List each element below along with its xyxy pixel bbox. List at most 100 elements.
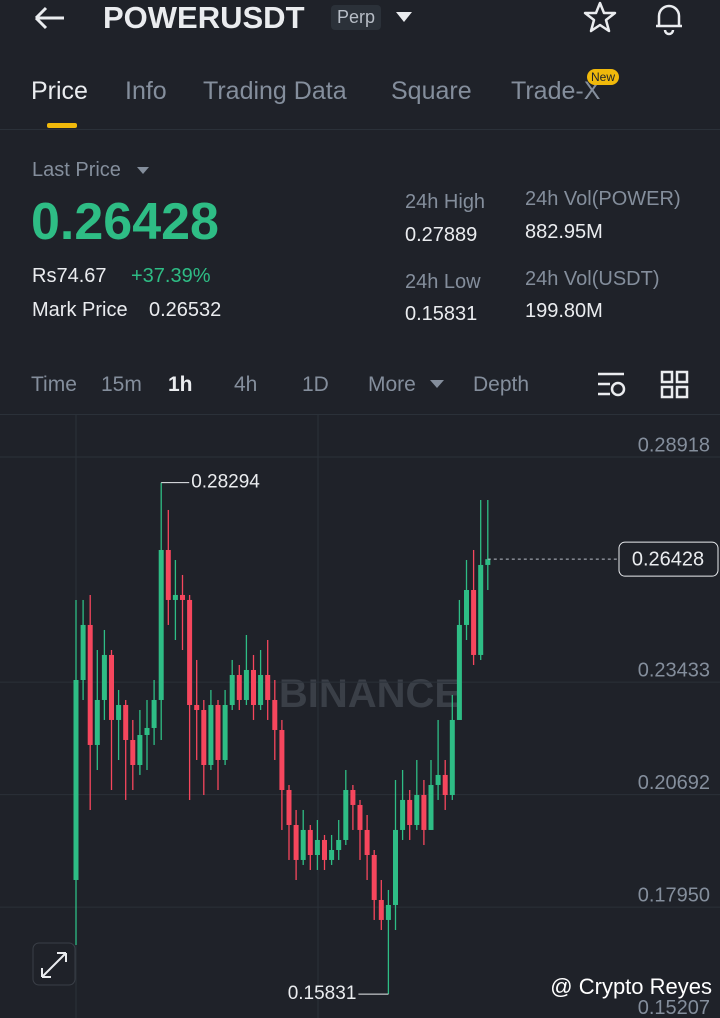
candle-body [464, 589, 469, 625]
fiat-price: Rs74.67 [32, 265, 107, 287]
candle-body [272, 699, 278, 730]
favorite-icon[interactable] [582, 0, 618, 36]
last-price-tag-box [618, 541, 719, 577]
candle-body [94, 699, 100, 745]
stat-label: 24h High [405, 191, 486, 213]
candle-body [300, 829, 306, 860]
interval[interactable]: Depth [473, 373, 530, 396]
candle-body [165, 549, 171, 600]
dropdown-icon[interactable] [395, 10, 413, 24]
back-button[interactable] [32, 4, 68, 32]
stat-value: 882.95M [525, 221, 603, 243]
alert-icon[interactable] [651, 0, 687, 36]
stat-value: 199.80M [525, 300, 603, 322]
candle-body [471, 589, 477, 655]
candle-body [194, 704, 200, 711]
last-price-label[interactable]: Last Price [32, 159, 121, 181]
interval[interactable]: More [368, 373, 416, 396]
high-label: 0.28294 [191, 472, 260, 493]
candle-body [343, 789, 349, 840]
candle-body [322, 839, 327, 860]
candlestick-chart: BINANCE 0.28918 0.23433 0.20692 0.17950 0.15… [0, 415, 720, 1018]
expand-button[interactable] [32, 942, 76, 986]
candle-body [109, 654, 114, 720]
candle-body [151, 699, 157, 728]
candle-body [172, 594, 178, 600]
dropdown-icon [137, 167, 149, 174]
stat-label: 24h Vol(USDT) [525, 268, 660, 290]
stat-label: 24h Vol(POWER) [525, 188, 681, 210]
candle-body [251, 669, 256, 705]
candle-body [336, 839, 342, 850]
candle-body [378, 899, 384, 920]
expand-icon [41, 952, 67, 978]
candle-body [307, 829, 313, 856]
interval[interactable]: 15m [101, 373, 142, 396]
last-price-tag: 0.26428 [632, 548, 704, 570]
stat-value: 0.15831 [405, 303, 478, 325]
candle-body [180, 594, 185, 600]
candle-body [144, 727, 150, 735]
candle-body [158, 549, 164, 700]
low-label: 0.15831 [288, 983, 357, 1004]
tab[interactable]: Price [31, 77, 88, 105]
candle-body [371, 855, 377, 900]
tab[interactable]: Info [125, 77, 167, 105]
candle-body [407, 799, 413, 825]
credit: @ Crypto Reyes [550, 974, 712, 999]
last-price: 0.26428 [31, 193, 219, 251]
stat-label: 24h Low [405, 271, 481, 293]
stat-value: 0.27889 [405, 224, 478, 246]
candle-body [456, 624, 462, 720]
symbol-title[interactable]: POWERUSDT [103, 0, 305, 35]
dropdown-icon [430, 380, 444, 388]
candle-body [364, 829, 370, 856]
mark-price-label: Mark Price [32, 299, 128, 321]
candle-body [329, 849, 335, 860]
interval[interactable]: Time [31, 373, 77, 396]
candle-body [80, 624, 86, 681]
perp-badge: Perp [331, 5, 382, 30]
candle-body [265, 674, 271, 700]
interval[interactable]: 4h [234, 373, 258, 396]
candle-body [243, 669, 249, 700]
y-tick-label: 0.17950 [638, 884, 710, 906]
candle-body [222, 704, 228, 760]
y-tick-label: 0.23433 [638, 659, 710, 681]
layout-icon[interactable] [660, 370, 690, 400]
candle-body [201, 710, 207, 765]
candle-body [116, 704, 122, 720]
candle-body [73, 680, 79, 880]
indicator-icon[interactable] [596, 370, 628, 400]
candle-body [428, 784, 434, 830]
tab[interactable]: Trade-X [511, 77, 601, 105]
tab[interactable]: Trading Data [203, 77, 347, 105]
candle-body [130, 740, 136, 765]
tab[interactable]: Square [391, 77, 472, 105]
candle-body [314, 839, 320, 856]
candle-body [385, 904, 391, 920]
candle-body [293, 825, 299, 860]
interval[interactable]: 1D [302, 373, 329, 396]
candle-body [414, 794, 420, 825]
new-badge: New [587, 69, 620, 85]
candle-body [485, 559, 491, 565]
watermark: BINANCE [279, 672, 461, 716]
divider [0, 414, 720, 415]
candle-body [137, 734, 143, 765]
y-tick-label: 0.15207 [638, 997, 710, 1018]
interval[interactable]: 1h [168, 373, 193, 396]
candle-body [435, 774, 441, 785]
y-tick-label: 0.28918 [638, 434, 710, 456]
candle-body [286, 789, 292, 825]
candle-body [123, 704, 129, 741]
candle-body [215, 704, 221, 760]
candle-body [421, 794, 427, 830]
candle-body [101, 654, 107, 700]
divider [0, 129, 720, 130]
candle-body [208, 704, 214, 765]
candle-body [478, 564, 484, 655]
candle-body [442, 774, 448, 795]
candle-body [279, 729, 285, 790]
